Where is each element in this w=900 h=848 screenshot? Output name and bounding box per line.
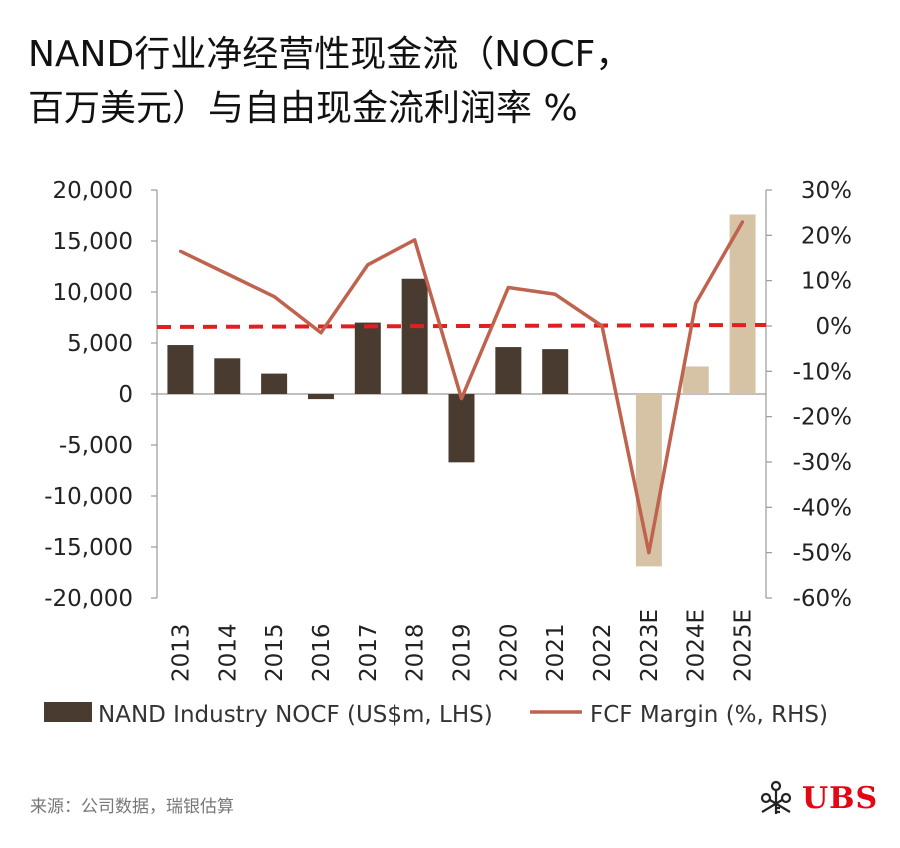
right-tick-label: -60% <box>793 586 852 612</box>
nocf-bar <box>167 345 194 394</box>
right-tick-label: -50% <box>793 541 852 567</box>
fcf-margin-point <box>413 238 417 242</box>
category-label: 2019 <box>450 623 476 682</box>
left-tick-label: 15,000 <box>53 229 133 255</box>
ubs-logo-text: UBS <box>802 780 879 816</box>
right-tick-label: 30% <box>801 178 852 204</box>
category-label: 2023E <box>637 609 663 682</box>
nocf-bar <box>729 214 756 394</box>
right-tick-label: -30% <box>793 450 852 476</box>
left-tick-label: 20,000 <box>53 178 133 204</box>
fcf-margin-point <box>272 295 276 299</box>
left-tick-label: -15,000 <box>44 535 133 561</box>
category-label: 2021 <box>543 623 569 682</box>
category-label: 2022 <box>590 623 616 682</box>
fcf-margin-point <box>600 324 604 328</box>
legend-label-fcf: FCF Margin (%, RHS) <box>590 702 828 728</box>
category-label: 2016 <box>309 623 335 682</box>
nocf-bar <box>682 366 709 394</box>
chart-title: NAND行业净经营性现金流（NOCF， 百万美元）与自由现金流利润率 % <box>28 28 631 136</box>
category-label: 2018 <box>403 623 429 682</box>
left-tick-label: -5,000 <box>59 433 133 459</box>
ubs-logo: UBS <box>756 778 878 818</box>
category-label: 2024E <box>684 609 710 682</box>
source-note: 来源：公司数据，瑞银估算 <box>30 797 234 817</box>
zero-reference-line <box>156 323 767 329</box>
right-tick-label: 20% <box>801 223 852 249</box>
chart-title-line-1: NAND行业净经营性现金流（NOCF， <box>28 34 632 75</box>
category-label: 2020 <box>496 623 522 682</box>
fcf-margin-point <box>553 292 557 296</box>
fcf-margin-point <box>178 249 182 253</box>
category-label: 2017 <box>356 623 382 682</box>
nocf-bar <box>635 394 662 567</box>
left-tick-label: 0 <box>118 382 133 408</box>
right-tick-label: -20% <box>793 405 852 431</box>
nocf-bar <box>542 349 569 394</box>
fcf-margin-point <box>225 272 229 276</box>
category-label: 2025E <box>731 609 757 682</box>
fcf-margin-point <box>647 551 651 555</box>
nocf-bar <box>495 347 522 394</box>
chart-title-line-2: 百万美元）与自由现金流利润率 % <box>28 88 578 129</box>
fcf-margin-point <box>366 263 370 267</box>
fcf-margin-line <box>178 220 745 555</box>
fcf-margin-point <box>319 331 323 335</box>
left-tick-label: 5,000 <box>67 331 133 357</box>
category-label: 2015 <box>262 623 288 682</box>
fcf-margin-point <box>694 301 698 305</box>
right-tick-label: -40% <box>793 495 852 521</box>
chart: 20,000 15,000 10,000 5,000 0 -5,000 -10,000 -15… <box>44 178 852 728</box>
fcf-margin-point <box>741 220 745 224</box>
legend: NAND Industry NOCF (US$m, LHS) FCF Margin… <box>44 702 828 728</box>
fcf-margin-point <box>460 397 463 401</box>
legend-label-nocf: NAND Industry NOCF (US$m, LHS) <box>98 702 493 728</box>
category-label: 2014 <box>215 623 241 682</box>
left-tick-label: 10,000 <box>53 280 133 306</box>
legend-swatch-nocf <box>44 702 92 722</box>
zero-dashed-line <box>156 323 767 329</box>
right-tick-label: 0% <box>816 314 853 340</box>
nocf-bar <box>448 394 475 463</box>
nocf-bar <box>401 278 428 394</box>
nocf-bar <box>354 322 381 394</box>
bars <box>167 214 756 567</box>
nocf-bar <box>261 373 288 394</box>
axes: 20,000 15,000 10,000 5,000 0 -5,000 -10,000 -15… <box>44 178 852 682</box>
right-tick-label: -10% <box>793 359 852 385</box>
right-tick-label: 10% <box>801 269 852 295</box>
left-tick-label: -20,000 <box>44 586 133 612</box>
nocf-bar <box>307 394 334 400</box>
keys-icon <box>760 780 792 814</box>
left-tick-label: -10,000 <box>44 484 133 510</box>
category-label: 2013 <box>168 623 194 682</box>
nocf-bar <box>214 358 241 394</box>
fcf-margin-point <box>506 285 510 289</box>
